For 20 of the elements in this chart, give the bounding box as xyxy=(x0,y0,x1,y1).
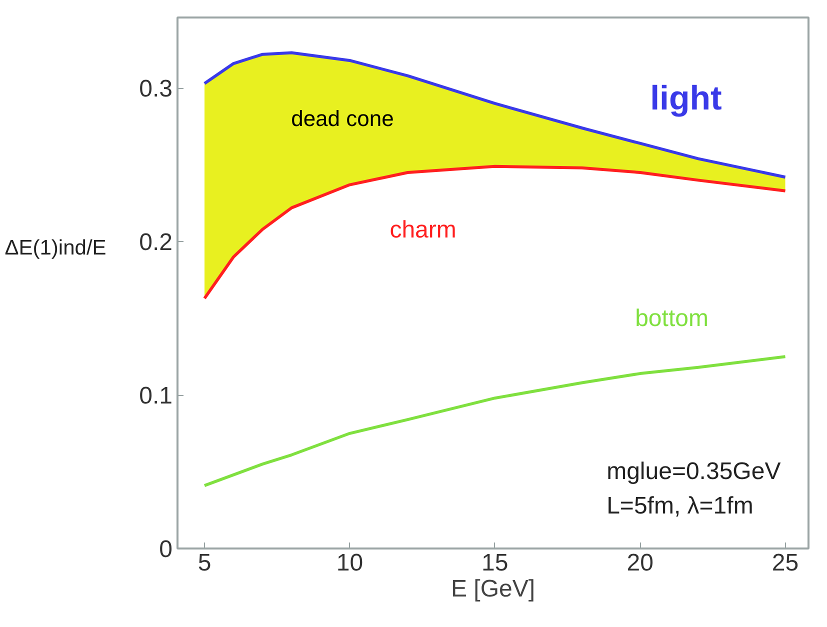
y-tick-label: 0.3 xyxy=(139,76,173,103)
x-tick-label: 25 xyxy=(772,550,799,576)
annotation: L=5fm, λ=1fm xyxy=(606,492,754,520)
y-axis-title: ΔE(1)ind/E xyxy=(4,236,106,260)
x-axis-title: E [GeV] xyxy=(450,576,536,602)
x-tick-label: 15 xyxy=(482,550,508,576)
y-tick-label: 0.2 xyxy=(139,229,173,256)
line-series xyxy=(203,164,787,300)
annotation: dead cone xyxy=(291,106,394,131)
x-tick-label: 5 xyxy=(198,550,212,576)
x-tick-label: 10 xyxy=(336,550,364,576)
x-tick-label: 20 xyxy=(626,550,654,576)
series-label: bottom xyxy=(635,305,708,332)
series-label: light xyxy=(650,79,722,118)
line-series xyxy=(203,51,787,179)
y-tick-label: 0.1 xyxy=(139,382,173,410)
line-series xyxy=(203,355,787,488)
annotation: mglue=0.35GeV xyxy=(606,458,781,486)
series-label: charm xyxy=(390,216,456,244)
y-tick-label: 0 xyxy=(159,536,173,563)
